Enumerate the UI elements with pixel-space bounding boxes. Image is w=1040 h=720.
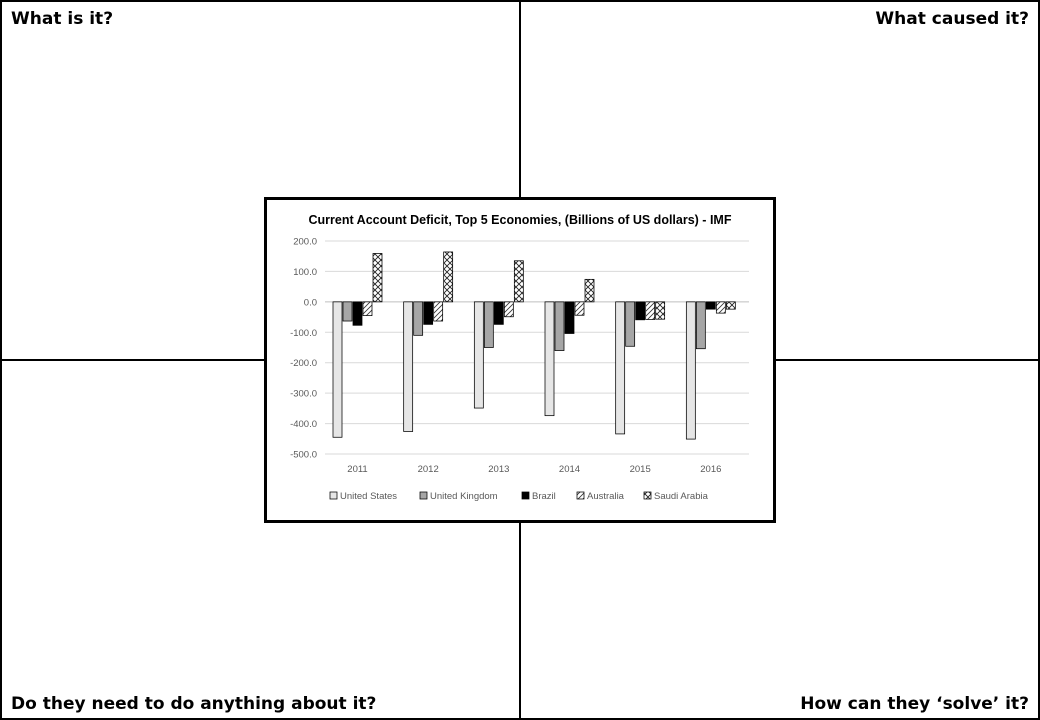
bar-saudi-arabia	[372, 253, 383, 303]
y-tick-label: 0.0	[304, 297, 317, 308]
legend-swatch	[419, 491, 428, 500]
bar-saudi-arabia	[584, 278, 595, 303]
x-tick-label: 2016	[700, 464, 721, 475]
bar-brazil	[352, 301, 363, 326]
quadrant-heading: What is it?	[11, 9, 114, 29]
bar-united-states	[473, 301, 484, 409]
chart-title: Current Account Deficit, Top 5 Economies…	[309, 213, 732, 227]
x-tick-label: 2014	[559, 464, 580, 475]
bar-saudi-arabia	[725, 301, 736, 310]
y-tick-label: 200.0	[293, 237, 317, 248]
x-tick-label: 2012	[418, 464, 439, 475]
bar-australia	[503, 301, 514, 318]
x-tick-label: 2015	[630, 464, 651, 475]
bar-australia	[362, 301, 373, 316]
legend-swatch	[521, 491, 530, 500]
bar-united-kingdom	[342, 301, 353, 322]
legend-label: United Kingdom	[430, 491, 498, 502]
y-tick-label: -100.0	[290, 328, 317, 339]
x-tick-label: 2011	[347, 464, 367, 475]
bar-brazil	[564, 301, 575, 334]
y-tick-label: 100.0	[293, 267, 317, 278]
bar-saudi-arabia	[443, 251, 454, 303]
y-tick-label: -400.0	[290, 419, 317, 430]
bar-united-kingdom	[483, 301, 494, 348]
y-tick-label: -500.0	[290, 450, 317, 461]
legend-label: Australia	[587, 491, 625, 502]
bar-united-kingdom	[413, 301, 424, 336]
y-tick-label: -300.0	[290, 389, 317, 400]
bar-brazil	[705, 301, 716, 310]
legend-swatch	[329, 491, 338, 500]
bar-united-states	[544, 301, 555, 417]
bar-united-kingdom	[554, 301, 565, 351]
y-tick-label: -200.0	[290, 358, 317, 369]
bar-brazil	[493, 301, 504, 325]
bar-united-states	[403, 301, 414, 432]
legend-label: United States	[340, 491, 397, 502]
bar-saudi-arabia	[655, 301, 666, 320]
chart-frame: Current Account Deficit, Top 5 Economies…	[264, 197, 776, 523]
legend-label: Brazil	[532, 491, 556, 502]
current-account-chart: Current Account Deficit, Top 5 Economies…	[290, 213, 749, 502]
bar-united-states	[685, 301, 696, 440]
quadrant-heading: How can they ‘solve’ it?	[800, 694, 1029, 714]
legend-swatch	[643, 491, 652, 500]
bar-australia	[433, 301, 444, 322]
quadrant-heading: Do they need to do anything about it?	[11, 694, 377, 714]
bar-brazil	[423, 301, 434, 325]
bar-australia	[645, 301, 656, 320]
quadrant-what-is-it: What is it?	[0, 0, 521, 361]
bar-australia	[715, 301, 726, 314]
bar-saudi-arabia	[513, 260, 524, 303]
bar-united-states	[615, 301, 626, 435]
legend-swatch	[576, 491, 585, 500]
bar-united-states	[332, 301, 343, 438]
quadrant-heading: What caused it?	[875, 9, 1029, 29]
x-tick-label: 2013	[488, 464, 509, 475]
bar-united-kingdom	[695, 301, 706, 350]
quadrant-need-to-act: Do they need to do anything about it?	[0, 359, 521, 720]
bar-australia	[574, 301, 585, 316]
bar-united-kingdom	[625, 301, 636, 347]
legend-label: Saudi Arabia	[654, 491, 709, 502]
bar-brazil	[635, 301, 646, 321]
